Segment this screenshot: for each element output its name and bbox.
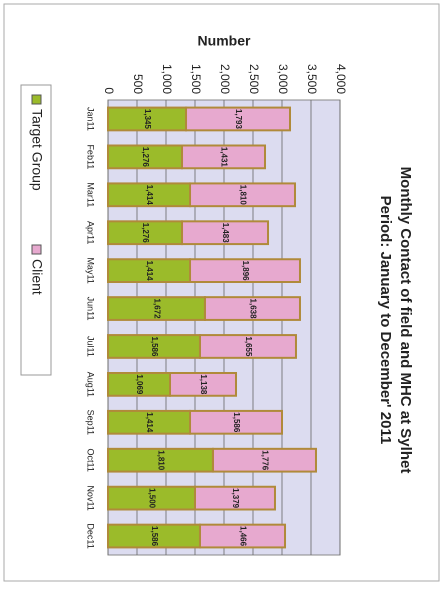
y-tick-label: 2,000 <box>218 64 232 94</box>
x-tick-label: Aug11 <box>86 372 96 397</box>
data-label: 1,672 <box>152 299 161 320</box>
data-label: 1,276 <box>141 147 150 168</box>
data-label: 1,586 <box>150 336 159 357</box>
y-tick-label: 3,500 <box>305 64 319 94</box>
legend-swatch <box>31 94 42 105</box>
y-tick-label: 2,500 <box>247 64 261 94</box>
x-tick-label: May11 <box>86 257 96 283</box>
legend-label: Target Group <box>29 109 45 191</box>
data-label: 1,276 <box>141 223 150 244</box>
x-tick-label: Jun11 <box>86 297 96 321</box>
bar-segment <box>181 144 267 170</box>
y-tick-label: 0 <box>102 87 116 94</box>
x-tick-label: Nov11 <box>86 485 96 510</box>
x-tick-label: Feb11 <box>86 144 96 169</box>
data-label: 1,638 <box>248 299 257 320</box>
data-label: 1,810 <box>238 185 247 206</box>
legend-label: Client <box>29 259 45 295</box>
data-label: 1,414 <box>145 185 154 206</box>
chart-subtitle: Period: January to December' 2011 <box>377 196 394 445</box>
x-tick-label: Oct11 <box>86 449 96 472</box>
data-label: 1,431 <box>219 147 228 168</box>
data-label: 1,379 <box>231 488 240 509</box>
y-tick-label: 500 <box>131 74 145 94</box>
y-tick-label: 1,500 <box>189 64 203 94</box>
data-label: 1,586 <box>232 412 241 433</box>
y-axis-title: Number <box>198 33 251 49</box>
bar-segment <box>198 334 297 359</box>
data-label: 1,414 <box>145 261 154 282</box>
data-label: 1,776 <box>260 450 269 471</box>
x-tick-label: Jul11 <box>86 336 96 357</box>
chart-title: Monthly Contact of field and MHC at Sylh… <box>397 167 414 474</box>
legend-frame <box>20 84 52 376</box>
x-tick-label: Sep11 <box>86 410 96 435</box>
x-tick-label: Mar11 <box>86 182 96 207</box>
data-label: 1,500 <box>147 488 156 509</box>
bar-segment <box>193 485 276 511</box>
data-label: 1,414 <box>145 412 154 433</box>
bar-segment <box>211 447 317 473</box>
x-tick-label: Dec11 <box>86 523 96 548</box>
y-tick-label: 1,000 <box>160 64 174 94</box>
data-label: 1,810 <box>156 450 165 471</box>
data-label: 1,069 <box>135 374 144 395</box>
bar-segment <box>185 106 292 132</box>
rotated-chart: Monthly Contact of field and MHC at Sylh… <box>20 33 414 556</box>
bar-segment <box>203 296 301 321</box>
data-label: 1,466 <box>238 526 247 547</box>
bar-segment <box>198 523 287 549</box>
data-label: 1,655 <box>244 336 253 357</box>
data-label: 1,483 <box>221 223 230 244</box>
data-label: 1,896 <box>241 261 250 282</box>
y-tick-label: 3,000 <box>276 64 290 94</box>
x-tick-label: Jan11 <box>86 107 96 131</box>
data-label: 1,586 <box>150 526 159 547</box>
data-label: 1,345 <box>143 109 152 130</box>
data-label: 1,793 <box>234 109 243 130</box>
x-tick-label: Apr11 <box>86 221 96 244</box>
bar-segment <box>189 409 283 435</box>
bar-segment <box>189 258 301 283</box>
legend-swatch <box>31 244 42 255</box>
bar-segment <box>189 182 296 208</box>
y-tick-label: 4,000 <box>334 64 348 94</box>
bar-segment <box>181 220 270 246</box>
data-label: 1,138 <box>199 374 208 395</box>
bar-segment <box>169 372 238 397</box>
